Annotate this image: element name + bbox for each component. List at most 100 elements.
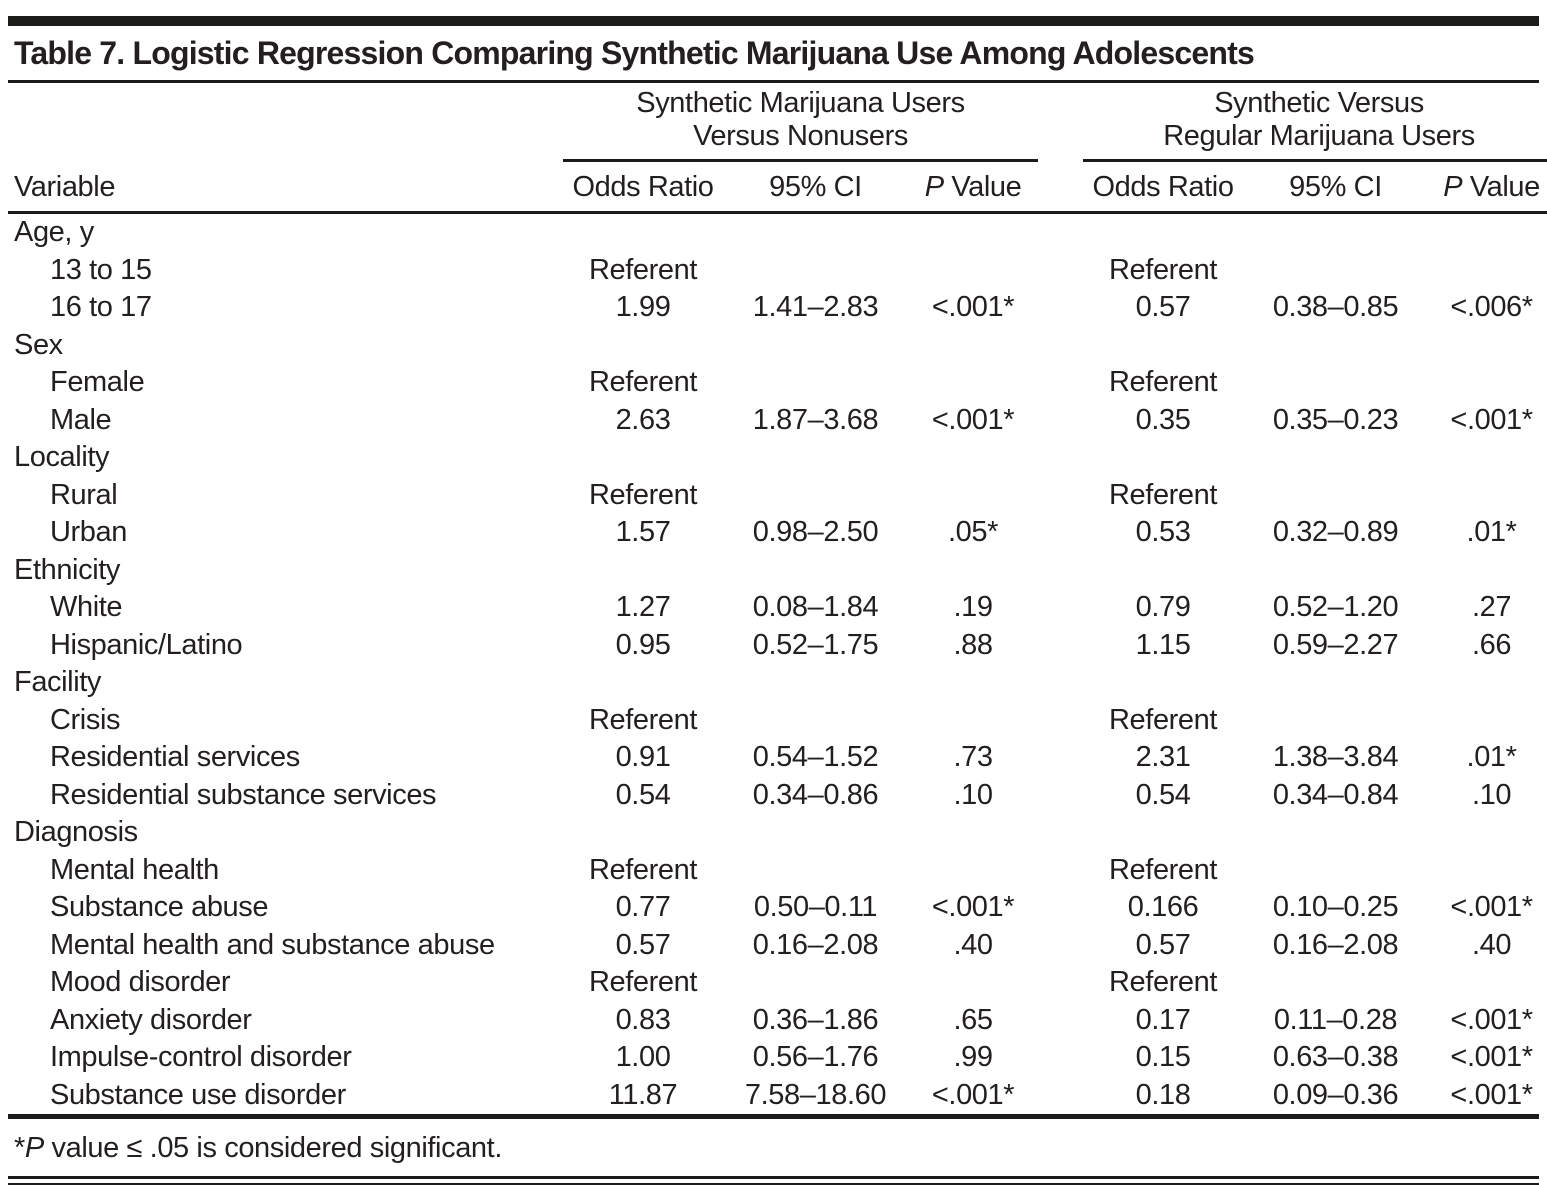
cell-p-regular — [1428, 851, 1547, 889]
table-row: Mood disorder Referent Referent — [8, 964, 1547, 1002]
footnote: *P value ≤ .05 is considered significant… — [8, 1119, 1539, 1176]
group-header-line1: Synthetic Versus — [1214, 86, 1424, 119]
cell-ci-nonusers — [723, 476, 908, 514]
cell-p-regular: .10 — [1471, 778, 1512, 811]
cell-odds-ratio-nonusers: 0.54 — [615, 778, 671, 811]
cell-p-nonusers — [908, 851, 1038, 889]
cell-p-regular: <.001* — [1450, 1003, 1533, 1036]
cell-odds-ratio-nonusers — [563, 664, 723, 702]
table-row: Female Referent Referent — [8, 364, 1547, 402]
cell-ci-regular: 0.11–0.28 — [1273, 1003, 1398, 1036]
cell-spacer — [1038, 551, 1083, 589]
cell-spacer — [1038, 701, 1083, 739]
cell-odds-ratio-regular: 0.15 — [1135, 1041, 1191, 1073]
cell-odds-ratio-regular: 0.18 — [1135, 1078, 1191, 1111]
cell-spacer — [1038, 889, 1083, 927]
table-row: Impulse-control disorder 1.00 0.56–1.76 … — [8, 1039, 1547, 1077]
cell-p-regular — [1428, 439, 1547, 477]
cell-ci-nonusers — [723, 964, 908, 1002]
group-header-synthetic-vs-nonusers: Synthetic Marijuana Users Versus Nonuser… — [563, 82, 1039, 162]
cell-p-nonusers — [908, 476, 1038, 514]
cell-p-regular: <.001* — [1450, 403, 1533, 436]
table-row: Hispanic/Latino 0.95 0.52–1.75 .88 1.15 … — [8, 626, 1547, 664]
cell-odds-ratio-nonusers: 1.99 — [615, 291, 671, 323]
cell-ci-regular — [1243, 251, 1428, 289]
cell-ci-nonusers — [723, 326, 908, 364]
table-row: Mental health and substance abuse 0.57 0… — [8, 926, 1547, 964]
cell-p-regular — [1428, 814, 1547, 852]
table-row: Residential substance services 0.54 0.34… — [8, 776, 1547, 814]
cell-odds-ratio-regular: Referent — [1109, 253, 1218, 286]
cell-p-nonusers — [908, 664, 1038, 702]
cell-p-nonusers — [908, 814, 1038, 852]
row-label: Sex — [14, 328, 63, 361]
cell-ci-nonusers — [723, 664, 908, 702]
cell-spacer — [1038, 514, 1083, 552]
cell-ci-regular: 0.10–0.25 — [1272, 891, 1399, 923]
odds-ratio-header-nonusers: Odds Ratio — [563, 160, 723, 214]
cell-p-nonusers — [908, 251, 1038, 289]
cell-spacer — [1038, 926, 1083, 964]
cell-p-regular — [1428, 326, 1547, 364]
cell-odds-ratio-regular — [1083, 326, 1243, 364]
cell-spacer — [1038, 1076, 1083, 1114]
cell-odds-ratio-nonusers: 1.27 — [615, 591, 671, 623]
cell-p-nonusers: <.001* — [931, 891, 1015, 923]
cell-odds-ratio-regular: 0.35 — [1135, 403, 1191, 436]
table-row: Urban 1.57 0.98–2.50 .05* 0.53 0.32–0.89… — [8, 514, 1547, 552]
row-label: Mental health and substance abuse — [50, 928, 495, 961]
cell-p-regular: .40 — [1471, 928, 1512, 961]
cell-ci-nonusers: 0.08–1.84 — [752, 591, 879, 623]
footnote-p-italic: P — [24, 1131, 44, 1164]
column-header-row: Variable Odds Ratio 95% CI P Value Odds … — [8, 160, 1547, 214]
table-row: Male 2.63 1.87–3.68 <.001* 0.35 0.35–0.2… — [8, 401, 1547, 439]
cell-spacer — [1038, 589, 1083, 627]
cell-p-regular — [1428, 364, 1547, 402]
cell-spacer — [1038, 476, 1083, 514]
cell-ci-regular — [1243, 212, 1428, 251]
cell-p-nonusers: .99 — [953, 1041, 993, 1073]
table-title: Table 7. Logistic Regression Comparing S… — [14, 35, 1255, 71]
row-label: Residential substance services — [50, 778, 437, 811]
cell-odds-ratio-nonusers — [563, 326, 723, 364]
cell-ci-regular: 0.52–1.20 — [1272, 591, 1399, 623]
cell-p-regular — [1428, 212, 1547, 251]
cell-ci-nonusers — [723, 212, 908, 251]
cell-spacer — [1038, 776, 1083, 814]
row-label: Locality — [14, 441, 110, 473]
cell-ci-regular — [1243, 814, 1428, 852]
cell-ci-nonusers — [723, 701, 908, 739]
column-header-spacer — [1038, 160, 1084, 214]
table-row: Age, y — [8, 212, 1547, 251]
table-row: Rural Referent Referent — [8, 476, 1547, 514]
cell-odds-ratio-nonusers: 0.83 — [615, 1003, 671, 1036]
cell-odds-ratio-nonusers: Referent — [588, 703, 698, 736]
cell-odds-ratio-regular — [1083, 551, 1243, 589]
p-italic: P — [1443, 170, 1463, 203]
cell-spacer — [1038, 401, 1083, 439]
row-label: Ethnicity — [14, 553, 120, 586]
cell-ci-nonusers: 0.50–0.11 — [753, 891, 878, 923]
cell-p-nonusers: .73 — [953, 741, 993, 773]
cell-ci-nonusers: 7.58–18.60 — [744, 1078, 887, 1111]
logistic-regression-table: Synthetic Marijuana Users Versus Nonuser… — [8, 82, 1547, 1114]
cell-odds-ratio-regular: 1.15 — [1135, 628, 1191, 661]
cell-ci-regular: 0.34–0.84 — [1272, 778, 1399, 811]
cell-p-nonusers — [908, 326, 1038, 364]
cell-p-nonusers — [908, 439, 1038, 477]
row-label: Male — [50, 403, 112, 436]
table-row: 16 to 17 1.99 1.41–2.83 <.001* 0.57 0.38… — [8, 289, 1547, 327]
cell-ci-regular — [1243, 664, 1428, 702]
ci-header-regular: 95% CI — [1243, 160, 1429, 214]
cell-odds-ratio-nonusers: 0.91 — [615, 741, 671, 773]
cell-p-regular — [1428, 701, 1547, 739]
cell-ci-regular: 0.63–0.38 — [1272, 1041, 1399, 1073]
cell-odds-ratio-nonusers: 0.57 — [615, 928, 671, 961]
row-label: Impulse-control disorder — [50, 1041, 352, 1073]
cell-p-regular: <.006* — [1450, 291, 1533, 323]
group-header-empty-cell — [8, 83, 563, 161]
p-value-header-nonusers: P Value — [908, 160, 1039, 214]
cell-ci-nonusers: 0.56–1.76 — [752, 1041, 879, 1073]
cell-p-nonusers: .40 — [953, 928, 993, 961]
cell-odds-ratio-regular: 0.54 — [1135, 778, 1191, 811]
